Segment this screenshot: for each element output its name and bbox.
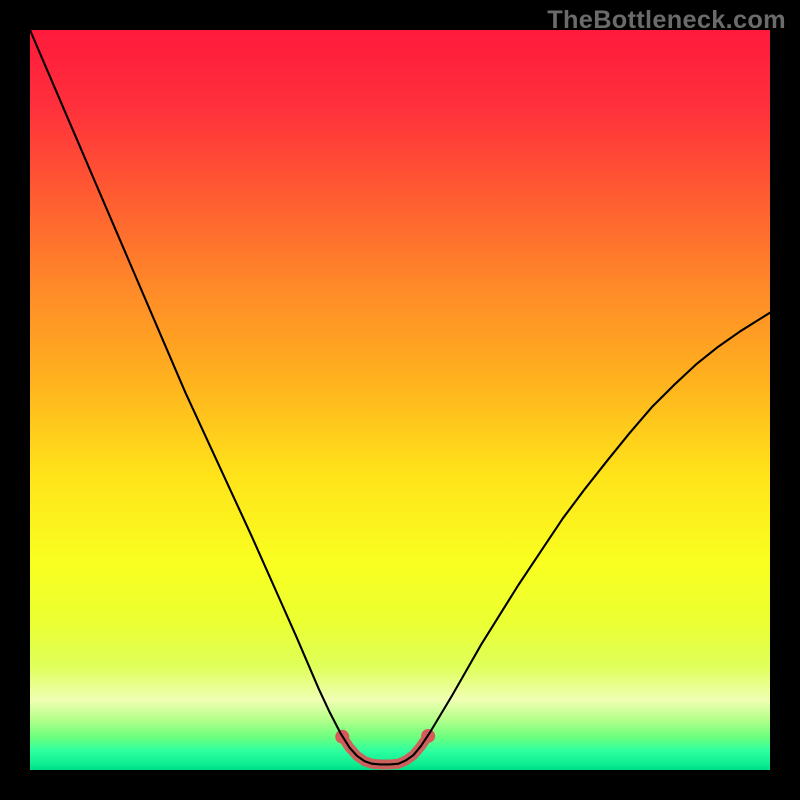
- watermark-text: TheBottleneck.com: [547, 6, 786, 35]
- bottleneck-chart: [0, 0, 800, 800]
